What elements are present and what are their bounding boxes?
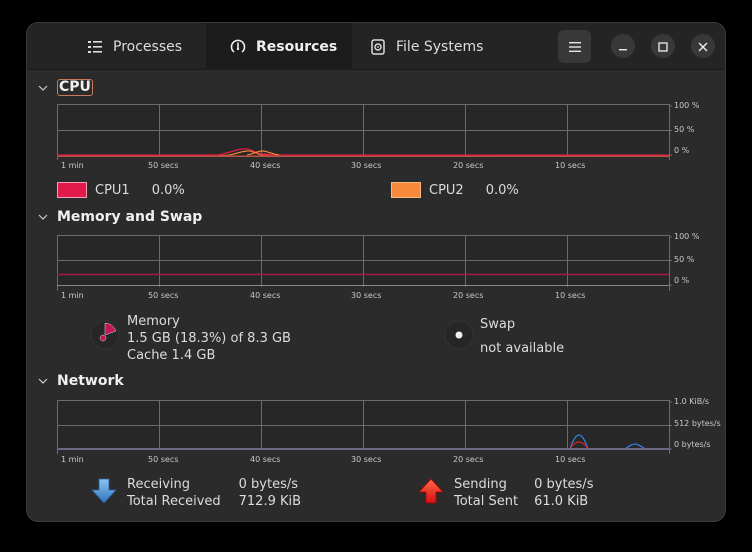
memory-section-header[interactable]: Memory and Swap	[37, 209, 202, 225]
total-received-label: Total Received	[127, 494, 221, 509]
cpu-y-tick-100: 100 %	[674, 101, 700, 110]
memory-y-tick-100: 100 %	[674, 232, 700, 241]
network-y-tick-0: 0 bytes/s	[674, 440, 711, 449]
tab-file-systems[interactable]: File Systems	[352, 23, 552, 70]
memory-x-tick-30: 30 secs	[351, 291, 382, 300]
headerbar: Processes Resources File Systems	[27, 23, 725, 70]
memory-x-tick-40: 40 secs	[250, 291, 281, 300]
memory-usage: 1.5 GB (18.3%) of 8.3 GB	[127, 331, 291, 346]
memory-y-tick-0: 0 %	[674, 276, 690, 285]
receiving-value: 0 bytes/s	[238, 477, 299, 492]
list-icon	[87, 39, 103, 55]
close-button[interactable]	[691, 34, 715, 58]
network-x-tick-1min: 1 min	[61, 455, 84, 464]
cpu-y-tick-0: 0 %	[674, 146, 690, 155]
download-arrow-icon[interactable]	[91, 478, 117, 508]
cpu-x-tick-20: 20 secs	[453, 161, 484, 170]
hamburger-icon	[568, 37, 581, 56]
network-y-tick-mid: 512 bytes/s	[674, 419, 721, 428]
close-icon	[698, 37, 708, 56]
tab-processes[interactable]: Processes	[57, 23, 205, 70]
memory-x-tick-10: 10 secs	[555, 291, 586, 300]
swap-status: not available	[480, 341, 565, 356]
cpu-x-tick-10: 10 secs	[555, 161, 586, 170]
memory-graph: 100 % 50 % 0 % 1 min 50 secs 40 secs 30 …	[57, 232, 700, 300]
maximize-icon	[658, 37, 668, 56]
network-y-tick-max: 1.0 KiB/s	[674, 397, 710, 406]
chevron-down-icon	[37, 211, 49, 223]
gauge-icon	[230, 39, 246, 55]
total-sent-value: 61.0 KiB	[534, 494, 589, 509]
cpu-section-title: CPU	[57, 79, 93, 96]
memory-cache: Cache 1.4 GB	[127, 348, 216, 363]
memory-x-tick-50: 50 secs	[148, 291, 179, 300]
system-monitor-window: Processes Resources File Systems	[26, 22, 726, 522]
cpu-x-tick-30: 30 secs	[351, 161, 382, 170]
cpu2-value: 0.0%	[485, 182, 519, 198]
tab-resources-label: Resources	[256, 38, 338, 55]
cpu2-label: CPU2	[429, 182, 464, 198]
cpu2-color-swatch[interactable]	[391, 182, 421, 198]
swap-label: Swap	[480, 317, 516, 332]
memory-info: Memory 1.5 GB (18.3%) of 8.3 GB Cache 1.…	[127, 313, 291, 364]
network-section-header[interactable]: Network	[37, 373, 124, 389]
swap-pie-chart[interactable]	[444, 320, 474, 354]
total-sent-label: Total Sent	[454, 494, 519, 509]
cpu1-legend: CPU1 0.0%	[57, 182, 185, 198]
network-graph: 1.0 KiB/s 512 bytes/s 0 bytes/s 1 min 50…	[57, 397, 721, 464]
cpu1-label: CPU1	[95, 182, 130, 198]
tab-resources[interactable]: Resources	[206, 23, 352, 70]
cpu2-legend: CPU2 0.0%	[391, 182, 519, 198]
cpu-graph: 100 % 50 % 0 % 1 min 50 secs 40 secs 30 …	[57, 101, 700, 170]
receiving-label: Receiving	[127, 477, 191, 492]
network-x-tick-20: 20 secs	[453, 455, 484, 464]
tab-file-systems-label: File Systems	[396, 38, 484, 55]
chevron-down-icon	[37, 82, 49, 94]
main-menu-button[interactable]	[558, 30, 591, 63]
maximize-button[interactable]	[651, 34, 675, 58]
upload-arrow-icon[interactable]	[418, 478, 444, 508]
memory-label: Memory	[127, 314, 180, 329]
sending-info: Sending 0 bytes/s Total Sent 61.0 KiB	[454, 476, 593, 510]
memory-x-tick-1min: 1 min	[61, 291, 84, 300]
memory-pie-chart[interactable]	[90, 320, 120, 354]
swap-info: Swap not available	[480, 313, 564, 361]
chevron-down-icon	[37, 375, 49, 387]
network-x-tick-50: 50 secs	[148, 455, 179, 464]
cpu1-color-swatch[interactable]	[57, 182, 87, 198]
sending-label: Sending	[454, 477, 507, 492]
network-section-title: Network	[57, 373, 124, 389]
minimize-button[interactable]	[611, 34, 635, 58]
receiving-info: Receiving 0 bytes/s Total Received 712.9…	[127, 476, 301, 510]
cpu-section-header[interactable]: CPU	[37, 79, 93, 96]
sending-value: 0 bytes/s	[534, 477, 594, 492]
tab-processes-label: Processes	[113, 38, 183, 55]
minimize-icon	[618, 37, 628, 56]
cpu-x-tick-50: 50 secs	[148, 161, 179, 170]
cpu1-value: 0.0%	[151, 182, 185, 198]
memory-y-tick-50: 50 %	[674, 255, 695, 264]
network-x-tick-10: 10 secs	[555, 455, 586, 464]
network-x-tick-40: 40 secs	[250, 455, 281, 464]
memory-x-tick-20: 20 secs	[453, 291, 484, 300]
network-x-tick-30: 30 secs	[351, 455, 382, 464]
cpu-x-tick-40: 40 secs	[250, 161, 281, 170]
disk-icon	[370, 38, 386, 55]
memory-section-title: Memory and Swap	[57, 209, 203, 225]
cpu-x-tick-1min: 1 min	[61, 161, 84, 170]
cpu-y-tick-50: 50 %	[674, 125, 695, 134]
total-received-value: 712.9 KiB	[238, 494, 302, 509]
